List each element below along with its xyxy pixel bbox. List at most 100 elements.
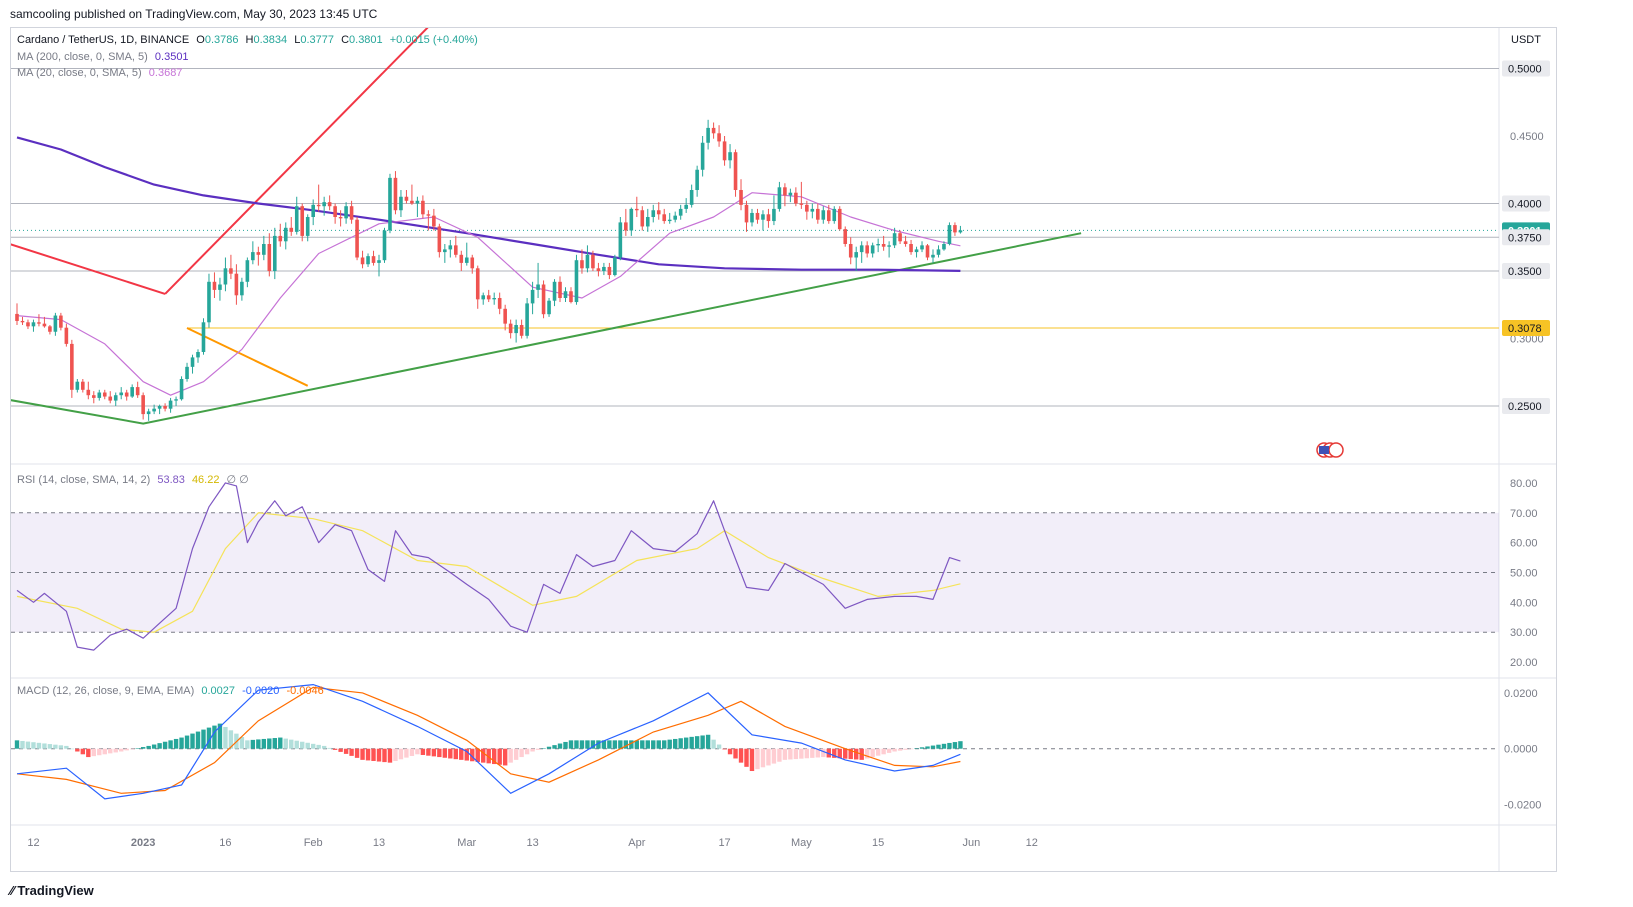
candle — [744, 200, 749, 232]
candle — [656, 202, 661, 220]
trendline — [186, 327, 309, 387]
candle-body — [942, 244, 946, 250]
candle — [267, 233, 272, 277]
candle — [443, 244, 447, 263]
chart-canvas[interactable]: 0.4500 0.4000 0.3750 0.3500 0.3000 0.2500 0.50… — [11, 28, 1556, 871]
candle — [124, 389, 129, 401]
rsi-label[interactable]: RSI (14, close, SMA, 14, 2) — [17, 474, 151, 486]
macd-histogram-bar — [903, 748, 908, 750]
candle — [119, 387, 124, 400]
candle — [717, 125, 721, 147]
macd-histogram-bar — [409, 748, 415, 756]
candle — [859, 241, 864, 263]
macd-histogram-bar — [212, 725, 217, 749]
macd-histogram-bar — [459, 748, 464, 760]
candle — [816, 203, 820, 224]
candle-body — [432, 215, 436, 227]
candle — [497, 292, 502, 315]
candle-body — [684, 204, 688, 209]
macd-histogram-bar — [535, 748, 541, 750]
macd-histogram-bar — [705, 734, 711, 749]
candle-body — [267, 244, 272, 271]
candle-body — [256, 252, 261, 255]
candle — [821, 206, 826, 224]
candle — [454, 235, 458, 258]
rsi-value: 53.83 — [157, 474, 185, 486]
macd-histogram-bar — [711, 739, 716, 749]
candle-body — [454, 245, 458, 255]
candle-body — [783, 187, 787, 196]
candle-body — [179, 379, 184, 400]
candle — [382, 227, 387, 263]
macd-histogram-bar — [799, 748, 804, 759]
candle-body — [799, 203, 804, 205]
candle — [925, 244, 930, 261]
ma20-label[interactable]: MA (20, close, 0, SMA, 5) — [17, 67, 142, 79]
price-label-text: 0.4000 — [1508, 199, 1542, 211]
macd-histogram-bar — [354, 748, 360, 758]
candle-body — [728, 152, 732, 161]
candle — [558, 276, 562, 303]
candle-body — [711, 127, 716, 134]
macd-histogram-bar — [349, 748, 354, 756]
candle-body — [218, 284, 222, 290]
candle — [547, 298, 551, 317]
candle-body — [366, 256, 370, 265]
rsi-tick-label: 80.00 — [1510, 478, 1538, 490]
macd-histogram-bar — [157, 743, 162, 749]
macd-histogram-bar — [744, 748, 749, 767]
candle-body — [717, 133, 721, 142]
candle-body — [777, 187, 782, 209]
candle-body — [514, 325, 518, 334]
macd-histogram-bar — [256, 739, 261, 749]
candle-body — [569, 291, 573, 303]
macd-histogram-bar — [31, 742, 36, 749]
macd-histogram-bar — [140, 747, 146, 749]
candle-body — [207, 281, 211, 323]
ma200-label[interactable]: MA (200, close, 0, SMA, 5) — [17, 51, 148, 63]
candle-body — [415, 200, 420, 204]
macd-histogram-bar — [475, 748, 480, 762]
macd-line-value: -0.0020 — [242, 685, 280, 697]
macd-histogram-bar — [486, 748, 491, 764]
macd-histogram-bar — [623, 740, 629, 749]
candle — [481, 292, 486, 305]
macd-histogram-bar — [119, 748, 124, 752]
candle — [870, 242, 875, 258]
time-tick-label: 15 — [872, 837, 884, 849]
macd-histogram-bar — [338, 748, 343, 752]
candle-body — [470, 257, 475, 269]
macd-label[interactable]: MACD (12, 26, close, 9, EMA, EMA) — [17, 685, 195, 697]
candle — [914, 246, 919, 258]
candle-body — [848, 244, 853, 258]
macd-line — [16, 683, 961, 800]
candle — [311, 199, 315, 226]
candle-body — [75, 381, 80, 390]
macd-histogram-bar — [952, 742, 958, 749]
candle — [179, 376, 184, 401]
candle — [903, 235, 908, 247]
candle-body — [81, 381, 85, 390]
macd-histogram-bar — [228, 730, 234, 749]
price-tick-label: 0.3000 — [1510, 334, 1544, 346]
macd-histogram-bar — [261, 738, 267, 749]
candle-body — [602, 266, 606, 271]
close-value: 0.3801 — [349, 34, 383, 46]
symbol-label[interactable]: Cardano / TetherUS, 1D, BINANCE — [17, 34, 190, 46]
candle-body — [349, 206, 354, 220]
price-label-text: 0.5000 — [1508, 64, 1542, 76]
candle-body — [91, 395, 96, 398]
candle — [887, 241, 891, 258]
macd-signal-line — [16, 686, 961, 794]
price-label-bg — [1502, 263, 1550, 279]
candle-body — [914, 249, 919, 253]
tradingview-footer[interactable]: ⁄⁄ TradingView — [10, 883, 94, 898]
candle-body — [958, 230, 963, 233]
candle — [826, 204, 831, 224]
price-axis-label: 0.3750 — [1502, 229, 1550, 246]
candle-body — [689, 190, 694, 205]
candle — [953, 222, 957, 236]
candle — [761, 210, 765, 231]
candle-body — [294, 206, 299, 232]
candle — [563, 287, 568, 303]
